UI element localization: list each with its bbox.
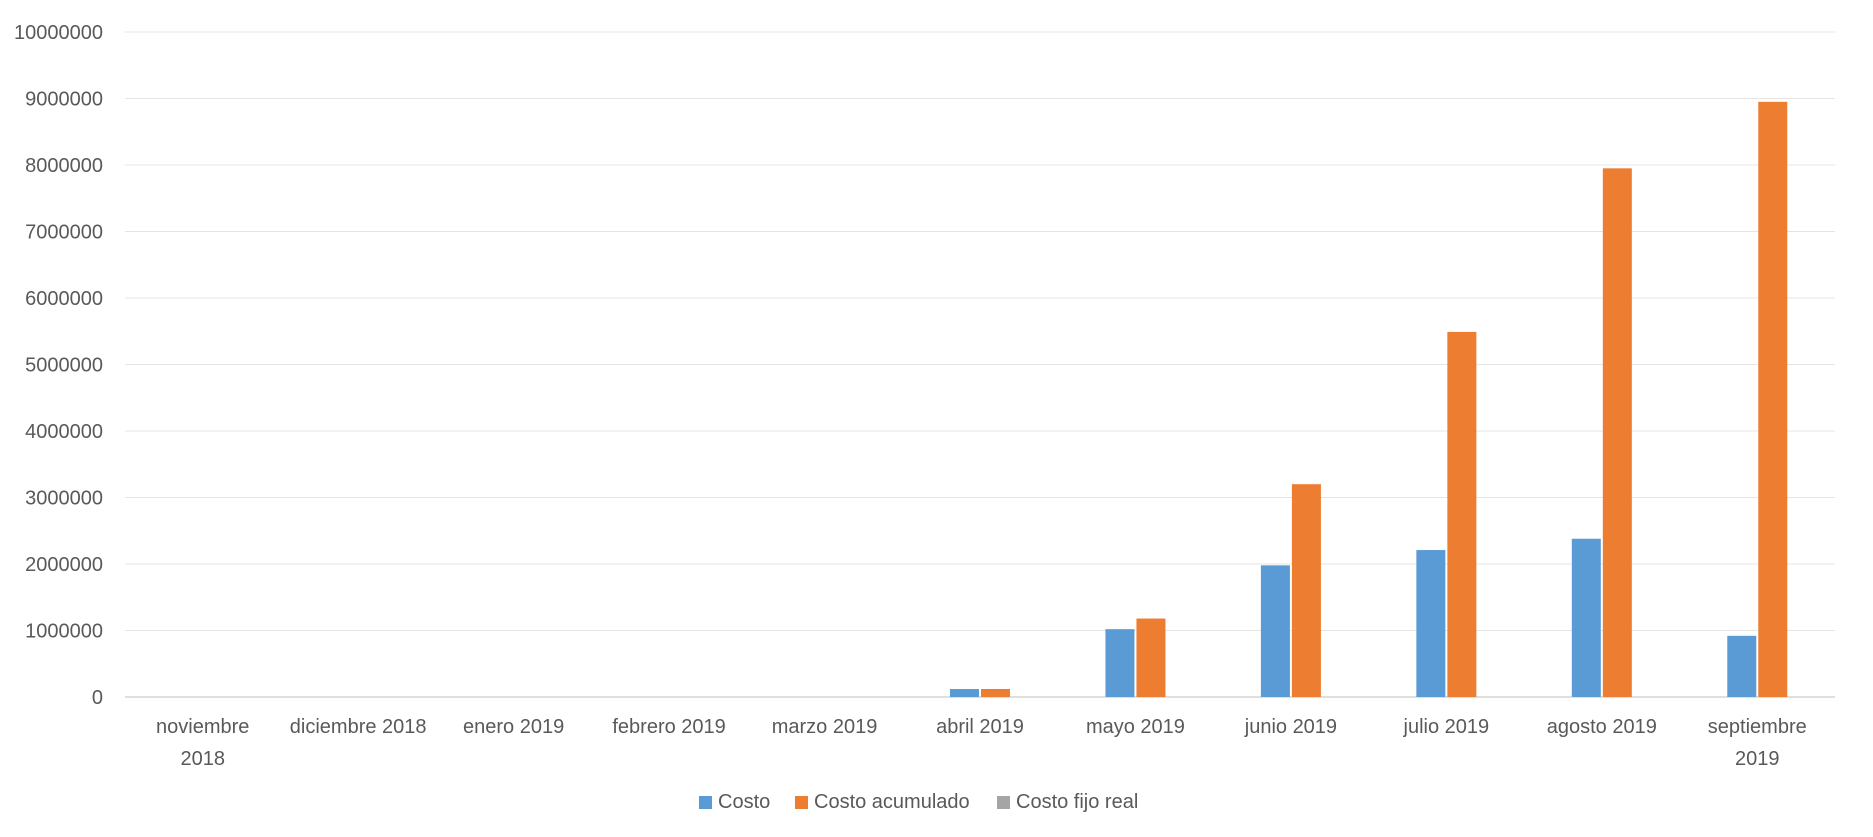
bar-costo-acumulado	[1447, 331, 1477, 697]
y-tick-label: 4000000	[25, 421, 103, 443]
bar-costo-acumulado	[1291, 484, 1321, 697]
y-tick-label: 3000000	[25, 488, 103, 510]
y-tick-label: 5000000	[25, 355, 103, 377]
y-tick-label: 8000000	[25, 155, 103, 177]
y-tick-label: 7000000	[25, 222, 103, 244]
bar-costo	[1260, 565, 1290, 697]
x-tick-label: enero 2019	[463, 716, 564, 738]
bar-costo-acumulado	[1602, 168, 1632, 697]
legend-item: Costo fijo real	[997, 791, 1138, 813]
y-tick-label: 9000000	[25, 89, 103, 111]
x-tick-label: junio 2019	[1244, 716, 1337, 738]
y-axis-ticks: 0 1000000 2000000 3000000 4000000 5000000 6000…	[14, 22, 103, 709]
bars	[950, 101, 1788, 697]
bar-costo-acumulado	[981, 689, 1010, 697]
legend: Costo Costo acumulado Costo fijo real	[699, 791, 1138, 813]
bar-costo	[1727, 635, 1757, 697]
x-tick-label: julio 2019	[1403, 716, 1490, 738]
x-tick-label: febrero 2019	[612, 716, 725, 738]
gridlines	[125, 31, 1835, 698]
legend-label: Costo	[718, 791, 770, 813]
x-tick-label: marzo 2019	[772, 716, 878, 738]
legend-label: Costo acumulado	[814, 791, 970, 813]
x-tick-label: noviembre	[156, 716, 249, 738]
bar-costo	[1416, 550, 1446, 697]
bar-costo-acumulado	[1136, 618, 1166, 697]
y-tick-label: 2000000	[25, 554, 103, 576]
bar-costo	[1105, 629, 1135, 697]
x-tick-label: agosto 2019	[1547, 716, 1657, 738]
y-tick-label: 0	[92, 687, 103, 709]
legend-item: Costo acumulado	[795, 791, 970, 813]
legend-item: Costo	[699, 791, 770, 813]
x-tick-label: 2019	[1735, 748, 1780, 770]
legend-swatch	[795, 796, 808, 809]
bar-costo	[1571, 538, 1601, 697]
bar-costo	[950, 689, 979, 697]
legend-swatch	[699, 796, 712, 809]
x-tick-label: diciembre 2018	[290, 716, 427, 738]
x-tick-label: mayo 2019	[1086, 716, 1185, 738]
y-tick-label: 1000000	[25, 621, 103, 643]
bar-costo-acumulado	[1758, 101, 1788, 697]
legend-label: Costo fijo real	[1016, 791, 1138, 813]
legend-swatch	[997, 796, 1010, 809]
y-tick-label: 10000000	[14, 22, 103, 44]
y-tick-label: 6000000	[25, 288, 103, 310]
x-axis-ticks: noviembre 2018 diciembre 2018 enero 2019 feb…	[156, 716, 1807, 770]
x-tick-label: septiembre	[1708, 716, 1807, 738]
x-tick-label: 2018	[180, 748, 225, 770]
x-tick-label: abril 2019	[936, 716, 1024, 738]
